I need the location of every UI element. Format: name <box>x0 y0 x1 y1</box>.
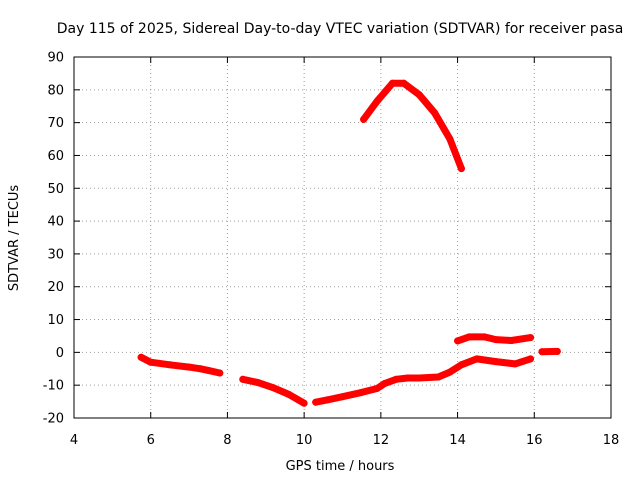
plot-frame <box>73 56 612 419</box>
series-line-segment-6 <box>360 79 465 173</box>
data-point <box>511 360 519 368</box>
data-point <box>373 97 381 105</box>
x-tick-label: 16 <box>526 433 543 448</box>
chart-title: Day 115 of 2025, Sidereal Day-to-day VTE… <box>57 21 624 37</box>
y-tick-label: -10 <box>43 379 64 394</box>
y-axis-label: SDTVAR / TECUs <box>7 185 22 292</box>
data-point <box>166 361 174 369</box>
data-point <box>270 384 277 392</box>
data-point <box>480 333 488 341</box>
data-point <box>415 374 423 382</box>
data-point <box>388 79 396 87</box>
data-point <box>404 374 412 382</box>
data-point <box>373 385 381 392</box>
data-point <box>312 398 320 406</box>
y-tick-label: 10 <box>47 313 64 328</box>
data-point <box>473 355 481 363</box>
data-point <box>392 375 400 383</box>
data-point <box>300 399 308 407</box>
data-point <box>492 358 500 366</box>
data-point <box>239 375 247 383</box>
data-point <box>323 396 331 404</box>
data-point <box>553 347 561 355</box>
axis-ticks: 4 6 8 10 12 14 16 18 -20 -10 0 10 20 30 40 50 60 70 80 90 <box>43 51 620 449</box>
x-tick-label: 6 <box>147 433 155 448</box>
data-point <box>137 353 145 361</box>
data-point <box>454 337 462 345</box>
x-tick-label: 4 <box>70 433 78 448</box>
data-point <box>216 369 224 377</box>
y-tick-label: 80 <box>47 83 64 98</box>
x-tick-label: 8 <box>223 433 231 448</box>
series-line-segment-3 <box>312 355 534 406</box>
data-point <box>507 337 515 344</box>
grid <box>74 57 611 418</box>
data-point <box>431 109 439 117</box>
y-tick-label: 40 <box>47 215 64 230</box>
data-point <box>527 355 534 363</box>
data-point <box>527 334 534 342</box>
data-point <box>446 135 454 143</box>
data-point <box>185 363 193 371</box>
data-point <box>492 336 500 344</box>
y-tick-label: 50 <box>47 182 64 197</box>
x-tick-label: 12 <box>373 433 390 448</box>
data-point <box>415 91 423 99</box>
data-point <box>197 365 205 373</box>
data-point <box>538 348 546 356</box>
data-point <box>465 333 473 341</box>
data-point <box>457 165 465 173</box>
x-axis-label: GPS time / hours <box>286 459 395 474</box>
data-point <box>339 393 346 401</box>
data-point <box>147 358 155 366</box>
data-point <box>434 373 442 381</box>
data-point <box>446 368 454 376</box>
data-point <box>457 361 465 369</box>
y-tick-label: 0 <box>56 346 64 361</box>
x-tick-label: 10 <box>296 433 313 448</box>
data-point <box>204 366 212 374</box>
data-point <box>285 390 293 398</box>
y-tick-label: 90 <box>47 51 64 66</box>
data-point <box>360 115 368 123</box>
data-point <box>381 380 389 387</box>
y-tick-label: 30 <box>47 247 64 262</box>
data-point <box>254 379 262 387</box>
x-tick-label: 18 <box>603 433 620 448</box>
y-tick-label: 20 <box>47 280 64 295</box>
y-tick-label: -20 <box>43 412 64 427</box>
y-tick-label: 70 <box>47 116 64 131</box>
x-tick-label: 14 <box>449 433 466 448</box>
data-series <box>137 79 561 407</box>
y-tick-label: 60 <box>47 149 64 164</box>
data-point <box>358 388 366 396</box>
data-point <box>400 79 408 87</box>
